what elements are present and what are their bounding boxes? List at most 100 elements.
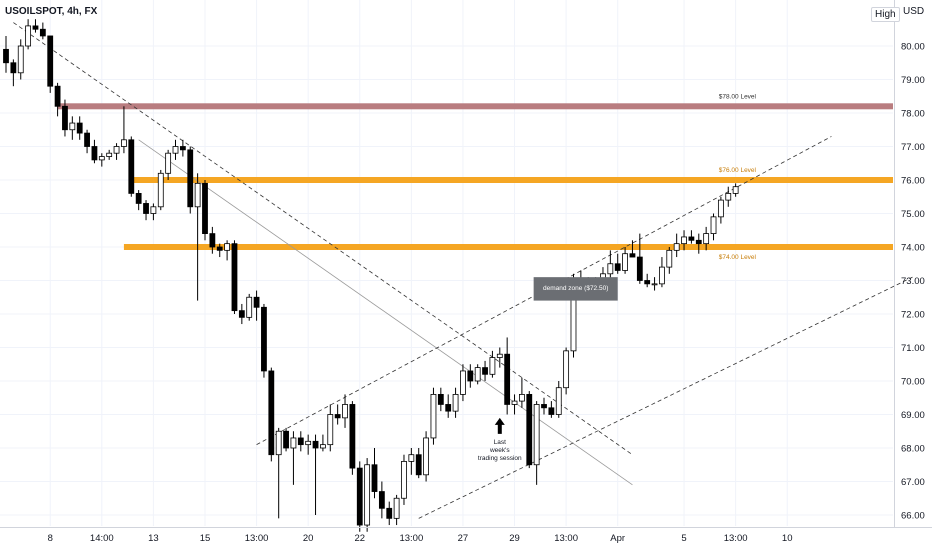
candle-body (659, 266, 665, 285)
candle-body (76, 122, 83, 134)
candle-body (10, 62, 17, 74)
candle-body (172, 146, 179, 154)
candle-body (320, 444, 326, 449)
x-tick-label: 13:00 (245, 533, 269, 544)
x-tick-label: 13:00 (724, 533, 748, 544)
x-tick-label: 15 (200, 533, 211, 544)
candle-body (268, 370, 275, 456)
candle-body (607, 263, 614, 275)
candle-body (253, 296, 260, 308)
high-badge[interactable]: High (871, 7, 900, 22)
candle-body (526, 393, 533, 466)
candle-body (364, 464, 371, 526)
annotation-label-line: trading session (478, 455, 522, 462)
candle-body (334, 414, 341, 419)
candle-body (423, 437, 429, 476)
candle-body (460, 370, 466, 395)
candle-body (644, 280, 651, 285)
x-tick-label: 22 (354, 533, 365, 544)
x-tick-label: 13 (148, 533, 159, 544)
x-tick-label: 20 (303, 533, 314, 544)
demand-zone-box (533, 277, 618, 301)
y-tick-label: 72.00 (901, 310, 925, 321)
candle-body (673, 243, 680, 251)
candle-body (393, 497, 400, 519)
candle-body (187, 149, 194, 208)
candle-body (17, 45, 24, 74)
y-tick-label: 80.00 (901, 42, 925, 53)
candle-body (474, 367, 481, 382)
candle-body (437, 393, 444, 405)
candle-body (681, 236, 687, 245)
candle-body (386, 507, 393, 519)
candle-body (695, 239, 702, 245)
candle-body (202, 182, 208, 235)
candle-body (548, 407, 555, 415)
x-tick-label: 13:00 (399, 533, 423, 544)
price-axis[interactable]: 66.00 67.00 68.00 69.00 70.00 71.00 72.00 73.00… (901, 42, 925, 522)
candle-body (725, 192, 732, 201)
candle-body (445, 404, 452, 412)
candle-body (489, 357, 496, 375)
candle-body (629, 253, 636, 258)
y-tick-label: 70.00 (901, 377, 925, 388)
candle-body (261, 306, 267, 372)
candle-body (47, 35, 54, 87)
x-tick-label: 10 (782, 533, 793, 544)
demand-zone-label: demand zone ($72.50) (543, 285, 608, 292)
candle-body (62, 105, 68, 131)
candle-body (106, 152, 113, 157)
candle-body (717, 199, 724, 218)
candle-body (121, 139, 127, 147)
candle-body (69, 122, 76, 131)
candle-body (150, 206, 157, 214)
candle-body (666, 249, 673, 268)
arrow-up-icon (494, 417, 505, 434)
candle-body (231, 243, 238, 312)
time-axis[interactable]: 8 14:00 13 15 13:00 20 22 13:00 27 29 13:00 Apr 5 13:… (48, 533, 793, 544)
candle-body (246, 296, 253, 318)
candle-body (98, 156, 105, 161)
y-tick-label: 73.00 (901, 276, 925, 287)
level-label: $74.00 Level (719, 254, 757, 261)
trendline (256, 136, 832, 446)
candle-body (356, 467, 363, 526)
trendline (418, 276, 913, 519)
candle-body (290, 437, 297, 449)
y-tick-label: 79.00 (901, 75, 925, 86)
candle-body (408, 454, 415, 462)
candle-body (415, 454, 422, 476)
candle-body (732, 186, 739, 194)
y-tick-label: 76.00 (901, 176, 925, 187)
candle-body (54, 85, 61, 107)
candle-body (504, 353, 511, 405)
x-tick-label: 8 (48, 533, 53, 544)
candle-body (194, 182, 201, 208)
candle-body (25, 25, 32, 47)
candle-body (482, 367, 488, 375)
candle-body (452, 393, 459, 412)
candle-body (511, 400, 518, 405)
y-tick-label: 77.00 (901, 142, 925, 153)
candle-body (312, 440, 319, 449)
candle-body (703, 233, 710, 245)
currency-label: USD (903, 6, 925, 17)
annotation-label-line: Last (494, 439, 506, 446)
y-tick-label: 74.00 (901, 243, 925, 254)
candle-body (349, 404, 356, 469)
level-band (123, 244, 894, 250)
y-tick-label: 67.00 (901, 477, 925, 488)
candle-body (238, 310, 245, 318)
candle-body (555, 387, 562, 415)
candle-body (216, 246, 223, 251)
x-tick-label: 5 (681, 533, 686, 544)
candle-body (327, 414, 334, 446)
candle-body (467, 370, 474, 382)
x-tick-label: Apr (610, 533, 625, 544)
candle-body (143, 203, 149, 214)
annotation-label-line: week's (489, 447, 510, 454)
level-label: $78.00 Level (719, 93, 757, 100)
x-tick-label: 29 (509, 533, 520, 544)
